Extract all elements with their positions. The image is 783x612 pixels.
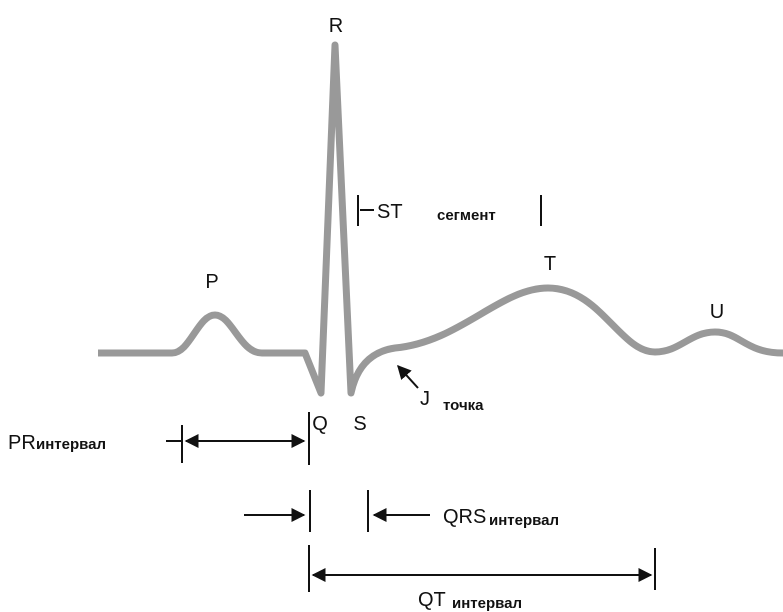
j-label: J (420, 388, 430, 410)
st-name: ST (377, 201, 403, 223)
interval-word: интервал (36, 436, 106, 453)
wave-label: R (329, 15, 343, 37)
interval-word: интервал (489, 512, 559, 529)
j-arrow (397, 364, 419, 389)
wave-label: P (205, 271, 218, 293)
ecg-trace (98, 41, 783, 397)
j-text: точка (443, 397, 484, 414)
interval-word: интервал (452, 595, 522, 612)
wave-label: S (353, 413, 366, 435)
wave-label: T (544, 253, 556, 275)
interval-name: PR (8, 432, 36, 454)
st-word: сегмент (437, 207, 496, 224)
wave-label: Q (312, 413, 328, 435)
interval-name: QRS (443, 506, 486, 528)
wave-label: U (710, 301, 724, 323)
interval-name: QT (418, 589, 446, 611)
